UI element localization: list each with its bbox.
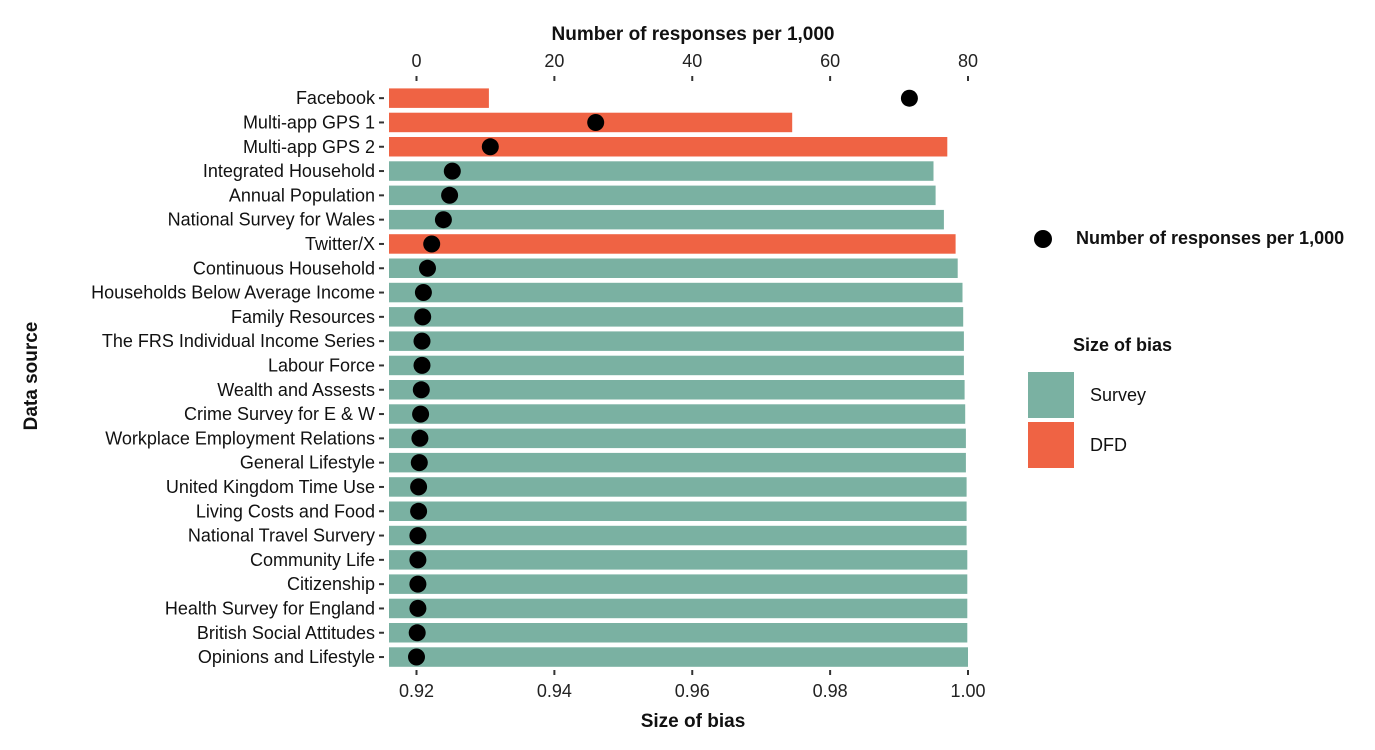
bar [389,282,963,303]
point [410,454,428,472]
bar [389,209,944,230]
legend-fill-title: Size of bias [1073,335,1173,355]
category-label: General Lifestyle [240,453,375,473]
point [412,381,430,399]
legend-point-entry: Number of responses per 1,000 [1025,228,1370,249]
bar [389,550,968,570]
category-label: United Kingdom Time Use [166,477,375,497]
point-key-icon [1034,229,1052,248]
legend-item-dfd: DFD [1025,422,1370,468]
legend-point-label: Number of responses per 1,000 [1076,228,1345,248]
point [423,235,441,253]
category-label: Crime Survey for E & W [184,404,375,424]
category-label: Health Survey for England [165,598,375,618]
bar [389,331,964,351]
bar [389,477,967,497]
point [411,429,429,447]
category-label: Living Costs and Food [196,501,375,521]
bar [389,647,968,667]
bottom-axis-title: Size of bias [641,711,746,732]
point [409,551,427,569]
legend-item-label: Survey [1090,384,1147,405]
x2-tick-label: 60 [820,51,840,71]
category-label: National Survey for Wales [168,210,375,230]
point [481,138,499,156]
category-label: The FRS Individual Income Series [102,331,375,351]
category-label: National Travel Survery [188,526,375,546]
point [587,114,605,131]
point [419,259,436,277]
category-label: Twitter/X [305,234,375,254]
bar [389,234,956,254]
bar [389,185,936,206]
survey-swatch [1028,372,1074,418]
dots-layer [408,89,918,666]
x-tick-label: 0.94 [537,681,572,701]
point [414,284,432,301]
bar [389,574,968,594]
bar [389,161,934,181]
category-label: Opinions and Lifestyle [198,647,375,667]
dfd-swatch [1028,422,1074,468]
bar [389,452,966,473]
point [408,624,426,642]
point [410,502,428,520]
category-label: Wealth and Assests [217,380,375,400]
point [408,648,425,666]
x-tick-label: 0.98 [813,681,848,701]
bar [389,598,968,619]
point [412,405,430,423]
point [413,332,431,350]
point [413,356,431,374]
bar [389,380,965,400]
legend: Number of responses per 1,000 Size of bi… [1025,228,1370,472]
category-label: Multi-app GPS 1 [243,112,375,132]
category-label: Family Resources [231,307,375,327]
x-tick-label: 0.92 [399,681,434,701]
x2-tick-label: 0 [411,51,421,71]
bar [389,137,948,157]
category-label: Facebook [296,88,376,108]
bar [389,525,967,546]
point [409,599,427,617]
bar [389,501,967,521]
x2-tick-label: 80 [958,51,978,71]
point [410,478,428,496]
x2-tick-label: 40 [682,51,702,71]
bar [389,404,966,424]
bar [389,88,489,108]
legend-item-survey: Survey [1025,372,1370,418]
y-axis-title: Data source [21,322,42,431]
bars-layer [389,88,968,667]
bar [389,258,958,278]
bar [389,307,964,327]
axes-layer: Facebook Multi-app GPS 1 Multi-app GPS 2 In… [91,51,985,701]
x-tick-label: 1.00 [950,681,985,701]
point [443,162,461,180]
top-axis-title: Number of responses per 1,000 [552,24,835,45]
point [414,308,432,326]
category-label: Workplace Employment Relations [105,428,375,448]
category-label: Labour Force [268,355,375,375]
category-label: Continuous Household [193,258,375,278]
category-label: British Social Attitudes [197,623,375,643]
point [441,186,459,204]
point [434,211,452,229]
category-label: Annual Population [229,185,375,205]
category-label: Multi-app GPS 2 [243,137,375,157]
x2-tick-label: 20 [544,51,564,71]
bar [389,428,966,449]
point [409,527,427,545]
category-label: Households Below Average Income [91,283,375,303]
bar [389,623,968,643]
category-label: Community Life [250,550,375,570]
point [900,89,918,107]
category-label: Integrated Household [203,161,375,181]
x-tick-label: 0.96 [675,681,710,701]
legend-item-label: DFD [1090,434,1127,455]
point [409,575,427,593]
category-label: Citizenship [287,574,375,594]
bar [389,355,964,376]
